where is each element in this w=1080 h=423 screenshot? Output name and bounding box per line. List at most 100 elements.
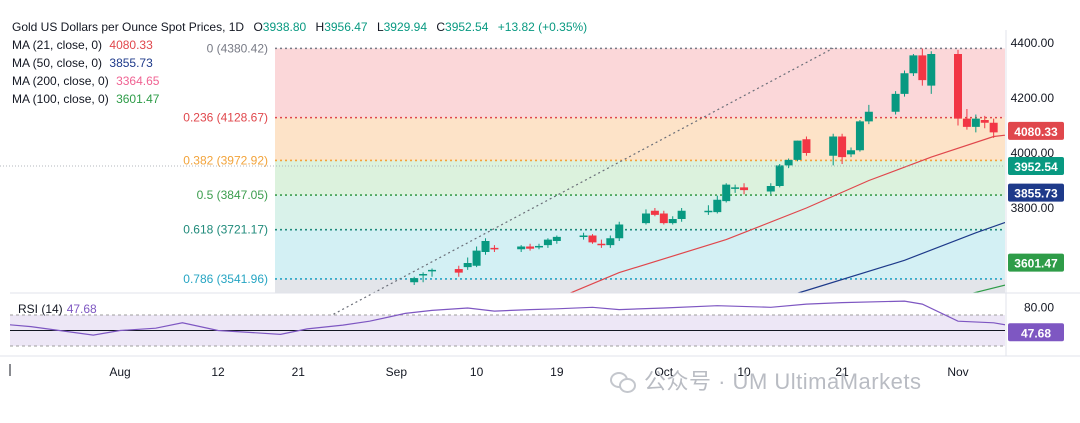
high-key: H (315, 20, 325, 34)
fib-anchor-trendline[interactable] (280, 47, 834, 344)
candle-body (731, 187, 740, 189)
fibonacci-level-lines (275, 47, 1005, 280)
candle-body (526, 246, 535, 249)
candle-body (909, 55, 918, 74)
time-tick-label: 21 (292, 365, 306, 379)
symbol-header: Gold US Dollars per Ounce Spot Prices, 1… (12, 18, 587, 36)
candle (927, 51, 936, 94)
ma-line-1 (795, 221, 1005, 293)
candle-body (918, 55, 927, 81)
candle-body (784, 159, 793, 166)
candle-body (989, 122, 998, 133)
time-tick-label: 10 (470, 365, 484, 379)
candle-body (472, 250, 481, 266)
fibonacci-trendline[interactable] (280, 47, 834, 344)
candle-body (847, 150, 856, 155)
fib-label-0.786: 0.786 (3541.96) (183, 272, 268, 286)
candle-body (838, 136, 847, 158)
candle (775, 164, 784, 188)
open-key: O (253, 20, 263, 34)
price-value-label-bg (1008, 121, 1064, 140)
price-axis[interactable]: 3800.00 4000.00 4200.00 4400.00 (1011, 36, 1055, 215)
price-value-label-text: 3601.47 (1014, 257, 1058, 271)
candle (740, 183, 749, 195)
candle (704, 205, 713, 215)
ma-200-legend[interactable]: MA (200, close, 0) 3364.65 (12, 72, 587, 90)
candle-body (829, 136, 838, 156)
price-tick-label: 3800.00 (1011, 201, 1055, 215)
rsi-legend[interactable]: RSI (14) 47.68 (18, 302, 97, 316)
fib-label-0: 0 (4380.42) (207, 41, 268, 55)
candle (650, 208, 659, 217)
ma-line-0 (568, 134, 1005, 293)
time-tick-label: 10 (737, 365, 751, 379)
candle-body (855, 121, 864, 151)
candle (597, 239, 606, 248)
candle-body (954, 54, 962, 119)
candle (847, 147, 856, 158)
ma-50-legend[interactable]: MA (50, close, 0) 3855.73 (12, 54, 587, 72)
time-tick-label: Oct (654, 365, 673, 379)
candle (428, 268, 437, 277)
time-tick-label: 19 (550, 365, 564, 379)
ma-100-legend[interactable]: MA (100, close, 0) 3601.47 (12, 90, 587, 108)
fib-band-0 (275, 48, 1005, 118)
candle (731, 184, 740, 193)
candle (855, 120, 864, 152)
price-tick-label: 4200.00 (1011, 91, 1055, 105)
fib-label-0.5: 0.5 (3847.05) (197, 188, 268, 202)
candle-body (490, 247, 499, 250)
candle (766, 183, 775, 195)
change-value: +13.82 (+0.35%) (497, 20, 588, 34)
symbol-title[interactable]: Gold US Dollars per Ounce Spot Prices, 1… (12, 20, 245, 34)
ma-100-label: MA (100, close, 0) (12, 92, 109, 106)
candle (668, 216, 677, 225)
candle-body (962, 118, 971, 127)
candle (864, 104, 873, 125)
candle-body (428, 269, 437, 272)
candle-body (891, 93, 900, 112)
candle (481, 238, 490, 255)
candle-body (793, 140, 802, 160)
candle-body (535, 245, 543, 248)
candle-body (650, 210, 659, 215)
candle (909, 54, 918, 76)
candle-body (677, 210, 686, 219)
candle-body (615, 224, 624, 239)
candle-body (454, 269, 463, 273)
fib-band-0.618 (275, 229, 1005, 279)
price-value-label-bg (1008, 183, 1064, 202)
candle (829, 133, 838, 166)
time-tick-label: Sep (386, 365, 408, 379)
candle-body (900, 73, 909, 94)
candle (891, 91, 900, 115)
candle (463, 257, 472, 270)
rsi-line-group (10, 300, 1005, 336)
price-tick-label: 4400.00 (1011, 36, 1055, 50)
candle (802, 136, 811, 156)
candle (606, 235, 615, 248)
candle (918, 48, 927, 86)
ma-21-legend[interactable]: MA (21, close, 0) 4080.33 (12, 36, 587, 54)
candle-body (419, 274, 428, 276)
fibonacci-level-labels: 0 (4380.42) 0.236 (4128.67) 0.382 (3972.92… (183, 41, 268, 286)
candle (410, 276, 419, 285)
time-axis[interactable]: Aug 12 21 Sep 10 19 Oct 10 21 Nov (0, 30, 1080, 379)
candle-body (597, 243, 606, 246)
price-value-label: 4080.33 (1008, 121, 1064, 140)
price-axis-value-labels: 4080.33 3952.54 3855.73 3601.47 (1008, 121, 1064, 272)
watermark: 公众号 · UM UltimaMarkets (610, 364, 921, 396)
time-tick-label: 12 (211, 365, 225, 379)
rsi-value: 47.68 (66, 302, 97, 316)
candle (535, 243, 543, 250)
wechat-icon (610, 372, 636, 393)
candle-body (740, 187, 749, 191)
candle (552, 235, 561, 244)
candle-body (704, 210, 713, 213)
candle-body (641, 213, 650, 224)
candle-body (410, 278, 419, 283)
rsi-line (10, 300, 1005, 336)
watermark-text: 公众号 · UM UltimaMarkets (644, 369, 922, 394)
candle-body (481, 241, 490, 252)
